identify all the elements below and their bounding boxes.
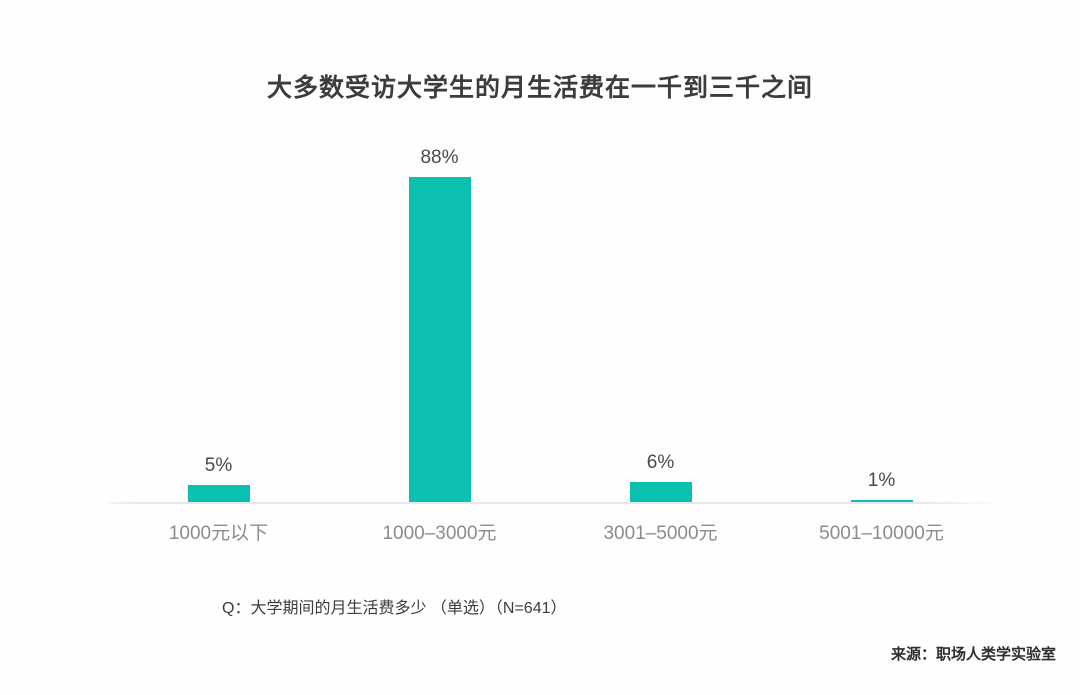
bar-column: 6% [550,130,771,504]
x-axis-line [108,502,992,504]
x-tick-label: 1000–3000元 [382,523,497,544]
question-note: Q：大学期间的月生活费多少 （单选）（N=641） [222,600,567,617]
bar-column: 88% [329,130,550,504]
chart-title: 大多数受访大学生的月生活费在一千到三千之间 [266,74,813,102]
source-note: 来源：职场人类学实验室 [890,646,1056,663]
bar-rect[interactable] [408,177,471,504]
bar-series: 5% 88% 6% 1% [108,130,992,504]
bar-column: 1% [771,130,992,504]
x-tick-label: 1000元以下 [168,523,269,544]
bar-value-label: 88% [420,147,459,168]
bar-rect[interactable] [187,485,250,504]
bar-value-label: 1% [867,470,896,491]
x-tick-label: 3001–5000元 [603,523,718,544]
plot-area: 5% 88% 6% 1% [108,130,992,504]
bar-value-label: 5% [204,455,233,476]
bar-column: 5% [108,130,329,504]
bar-rect[interactable] [629,482,692,504]
x-tick-label: 5001–10000元 [819,523,944,544]
bar-value-label: 6% [646,452,675,473]
x-axis-tick-labels: 1000元以下 1000–3000元 3001–5000元 5001–10000… [108,518,992,545]
